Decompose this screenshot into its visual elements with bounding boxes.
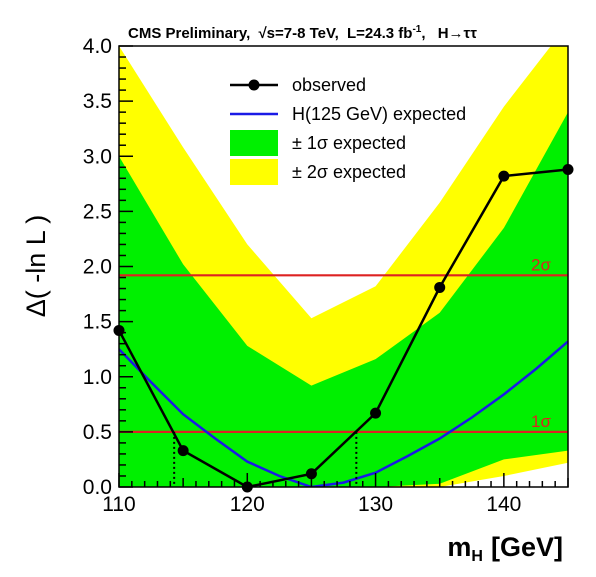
observed-point-5 bbox=[434, 281, 446, 293]
legend-1sigma-swatch bbox=[230, 130, 278, 156]
y-tick-label-6: 3.0 bbox=[83, 145, 112, 168]
axes-layer: 110 120 130 140 0.0 0.5 1.0 1.5 2.0 2.5 3.0 3.5 4.0 bbox=[83, 35, 569, 516]
curves-layer bbox=[119, 168, 568, 487]
bands-layer bbox=[119, 46, 568, 487]
y-tick-label-2: 1.0 bbox=[83, 366, 112, 389]
header-prefix: CMS Preliminary, bbox=[128, 25, 250, 42]
x-tick-label-0: 110 bbox=[102, 493, 135, 516]
band-1sigma bbox=[119, 112, 568, 487]
observed-point-4 bbox=[370, 407, 382, 419]
legend-expected-label: H(125 GeV) expected bbox=[292, 104, 466, 124]
chart-header: CMS Preliminary, √s=7-8 TeV, L=24.3 fb-1… bbox=[128, 24, 477, 42]
y-tick-label-8: 4.0 bbox=[83, 35, 112, 58]
observed-curve bbox=[119, 168, 568, 487]
legend-2sigma-label: ± 2σ expected bbox=[292, 162, 406, 182]
legend-observed-label: observed bbox=[292, 75, 366, 95]
x-axis-label-sub: H bbox=[471, 548, 483, 565]
observed-point-6 bbox=[498, 170, 510, 182]
y-tick-label-1: 0.5 bbox=[83, 421, 112, 444]
y-tick-label-0: 0.0 bbox=[83, 476, 112, 499]
x-tick-label-3: 140 bbox=[486, 493, 521, 516]
x-axis-label-main: m bbox=[447, 532, 471, 562]
header-comma: , bbox=[421, 25, 425, 42]
header-lumi: L=24.3 fb bbox=[347, 25, 412, 42]
threshold-label-0: 1σ bbox=[531, 412, 551, 431]
y-tick-label-5: 2.5 bbox=[83, 200, 112, 223]
x-tick-label-1: 120 bbox=[230, 493, 265, 516]
header-channel: H→ττ bbox=[438, 25, 478, 42]
x-axis-label: mH [GeV] bbox=[447, 532, 563, 565]
header-energy: s=7-8 TeV, bbox=[267, 25, 339, 42]
expected-curve bbox=[119, 340, 568, 487]
legend-1sigma-label: ± 1σ expected bbox=[292, 133, 406, 153]
legend-2sigma-swatch bbox=[230, 159, 278, 185]
observed-point-3 bbox=[305, 468, 317, 480]
header-lumi-exp: -1 bbox=[412, 24, 421, 35]
x-axis-label-unit: [GeV] bbox=[491, 532, 563, 562]
header-sqrt: √ bbox=[258, 25, 267, 42]
y-tick-label-3: 1.5 bbox=[83, 311, 112, 334]
legend: observed H(125 GeV) expected ± 1σ expected… bbox=[230, 75, 466, 185]
y-tick-label-7: 3.5 bbox=[83, 90, 112, 113]
threshold-label-1: 2σ bbox=[531, 255, 551, 274]
y-tick-label-4: 2.0 bbox=[83, 256, 112, 279]
y-axis-label: Δ( -ln L ) bbox=[21, 215, 51, 318]
x-tick-label-2: 130 bbox=[358, 493, 393, 516]
legend-observed-marker bbox=[248, 79, 260, 91]
threshold-lines-layer: 1σ 2σ bbox=[119, 255, 568, 433]
observed-point-1 bbox=[177, 445, 189, 457]
